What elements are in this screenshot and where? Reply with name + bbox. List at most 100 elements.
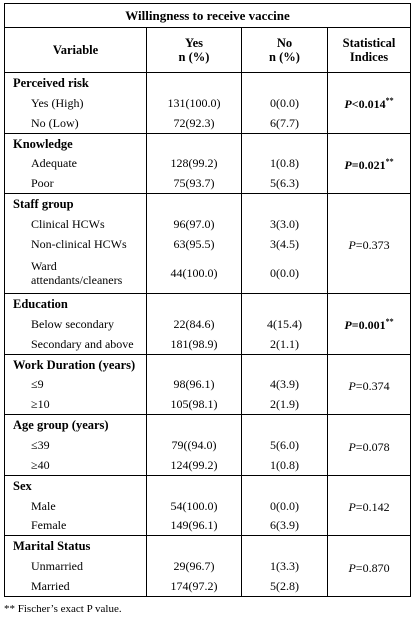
statistical-index: P=0.078 [326,414,411,476]
table-row: Secondary and above 181(98.9) 2(1.1) [5,333,411,355]
yes-count: 128(99.2) [146,153,242,174]
p-value: P=0.021** [344,156,394,172]
header-yes-sub: n (%) [178,50,210,64]
no-count: 1(3.3) [241,556,328,577]
empty-cell [241,535,328,557]
no-count: 5(6.3) [241,173,328,194]
p-value-number: <0.014 [351,97,386,112]
row-label: Secondary and above [31,336,134,351]
empty-cell [146,193,242,215]
yes-count: 44(100.0) [146,253,242,294]
statistical-index: P<0.014** [326,72,411,134]
p-value-footnote-mark: ** [385,156,394,166]
group-row: Perceived risk P<0.014** [5,72,411,134]
empty-cell [146,72,242,93]
row-label: Non-clinical HCWs [31,236,127,251]
p-symbol: P [348,500,356,515]
group-row: Work Duration (years) P=0.374 [4,353,411,415]
row-label: Clinical HCWs [31,216,105,231]
row-label: ≥10 [31,397,50,412]
p-symbol: P [348,238,356,253]
empty-cell [241,293,328,315]
yes-count: 96(97.0) [146,214,242,234]
no-count: 1(0.8) [241,153,328,174]
no-count: 5(6.0) [241,435,328,455]
p-symbol: P [344,157,352,172]
group-name: Sex [4,474,147,496]
group-row: Staff group P=0.373 [4,193,411,294]
statistical-index: P=0.373 [326,193,411,294]
p-value-number: =0.870 [355,560,390,575]
table-row: No (Low) 72(92.3) 6(7.7) [5,112,411,134]
table-row: Poor 75(93.7) 5(6.3) [5,173,411,194]
empty-cell [241,72,328,93]
header-no-sub: n (%) [269,50,300,64]
group-row: Education P=0.001** [4,293,411,355]
no-count: 0(0.0) [241,92,328,113]
empty-cell [241,353,328,375]
yes-count: 54(100.0) [146,495,242,516]
p-value-number: =0.374 [355,378,390,393]
row-label: Below secondary [31,316,114,331]
row-label: Unmarried [31,559,83,574]
header-no: No n (%) [241,27,328,73]
table-row: Female 149(96.1) 6(3.9) [5,515,411,536]
p-symbol: P [344,318,352,333]
group-row: Marital Status P=0.870 [4,535,411,597]
group-name: Work Duration (years) [4,353,147,375]
p-value: P=0.373 [348,238,389,252]
group-name: Age group (years) [4,414,147,436]
empty-cell [146,132,242,154]
row-label: Male [31,498,56,513]
header-row: Variable Yes n (%) No n (%) Statistical … [4,27,411,73]
footnote: ** Fischer’s exact P value. [4,603,122,615]
yes-count: 105(98.1) [146,394,242,415]
header-stat-label-2: Indices [349,50,389,64]
no-count: 2(1.1) [241,333,328,355]
table-title: Willingness to receive vaccine [4,3,411,28]
p-value-number: =0.078 [355,439,390,454]
p-value: P=0.142 [348,500,389,514]
vaccine-willingness-table-container: Willingness to receive vaccine Variable … [4,3,412,597]
p-value: P=0.078 [348,440,389,454]
p-value-number: =0.001 [351,318,386,333]
yes-count: 79((94.0) [146,435,242,455]
yes-count: 124(99.2) [146,454,242,476]
group-name: Knowledge [4,132,147,154]
statistical-index: P=0.374 [326,353,411,415]
empty-cell [241,132,328,154]
table-row: Below secondary 22(84.6) 4(15.4) [5,314,411,334]
yes-count: 63(95.5) [146,233,242,254]
header-yes-label: Yes [184,36,204,50]
table-row: ≥40 124(99.2) 1(0.8) [5,454,411,476]
no-count: 0(0.0) [241,253,328,294]
no-count: 2(1.9) [241,394,328,415]
header-no-label: No [276,36,293,50]
no-count: 5(2.8) [241,576,328,597]
empty-cell [146,353,242,375]
table-row: Male 54(100.0) 0(0.0) [5,495,411,516]
table-row: Yes (High) 131(100.0) 0(0.0) [5,92,411,113]
p-value: P=0.870 [348,561,389,575]
group-name: Education [4,293,147,315]
yes-count: 72(92.3) [146,112,242,134]
yes-count: 131(100.0) [146,92,242,113]
empty-cell [146,535,242,557]
table-row: Clinical HCWs 96(97.0) 3(3.0) [5,214,411,234]
table-body: Perceived risk P<0.014** Yes (High) 131(100… [4,72,411,597]
header-variable: Variable [4,27,147,73]
p-symbol: P [348,560,356,575]
yes-count: 29(96.7) [146,556,242,577]
no-count: 6(7.7) [241,112,328,134]
no-count: 4(15.4) [241,314,328,334]
table-row: Ward attendants/cleaners 44(100.0) 0(0.0) [5,253,411,294]
p-value: P=0.001** [344,317,393,333]
group-row: Knowledge P=0.021** [4,132,411,194]
statistical-index: P=0.870 [326,535,411,597]
no-count: 6(3.9) [241,515,328,536]
yes-count: 174(97.2) [146,576,242,597]
group-row: Age group (years) P=0.078 [4,414,411,476]
p-symbol: P [348,378,356,393]
empty-cell [241,414,328,436]
empty-cell [146,293,242,315]
